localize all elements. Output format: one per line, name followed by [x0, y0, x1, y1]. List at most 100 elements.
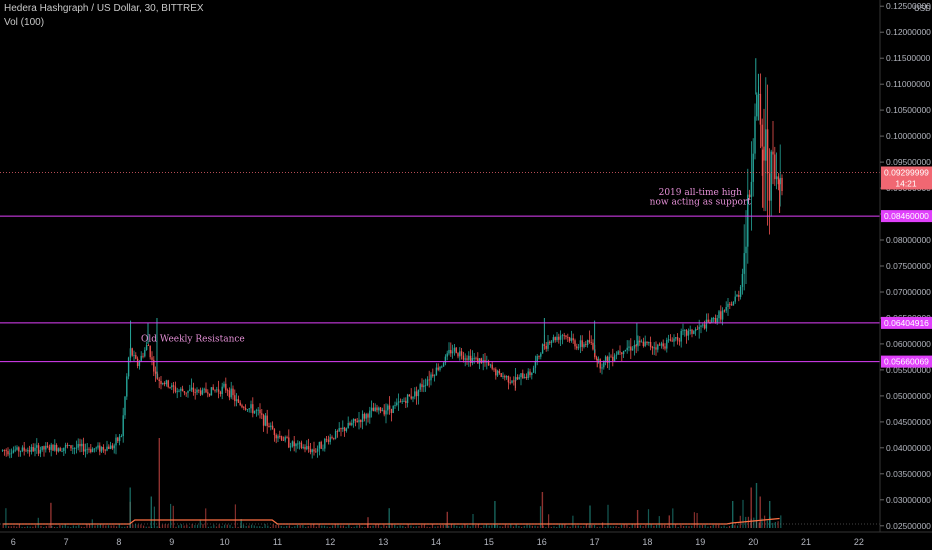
- volume-bar: [253, 525, 255, 528]
- volume-bar: [305, 526, 307, 528]
- price-axis[interactable]: 0.12500000 0.12000000 0.11500000 0.11000000…: [879, 0, 931, 532]
- volume-bar: [369, 526, 371, 528]
- candle-body: [545, 346, 547, 349]
- volume-bar: [404, 526, 407, 528]
- volume-bar: [375, 524, 377, 528]
- candle-body: [48, 447, 51, 450]
- candle-body: [518, 377, 520, 380]
- bar-countdown-label: 14:21: [895, 179, 917, 189]
- volume-bar: [64, 524, 66, 528]
- candle-body: [396, 402, 398, 405]
- candle-body: [28, 450, 31, 452]
- candle-body: [73, 448, 76, 449]
- candle-body: [752, 153, 754, 182]
- candle-body: [419, 384, 421, 390]
- candle-body: [275, 435, 277, 439]
- volume-bar: [510, 524, 512, 528]
- horizontal-levels[interactable]: [0, 172, 880, 525]
- x-tick-label: 13: [378, 537, 388, 547]
- volume-bar: [48, 525, 50, 528]
- volume-bar: [302, 525, 304, 528]
- candle-body: [712, 318, 715, 319]
- candle-body: [408, 394, 411, 397]
- candle-body: [739, 286, 742, 297]
- volume-bar: [383, 524, 385, 528]
- volume-bar: [645, 524, 647, 528]
- time-axis[interactable]: 6 7 8 9 10 11 12 13 14 15 16 17 18 19 20 21 22: [0, 531, 932, 547]
- candle-body: [414, 391, 416, 397]
- volume-bar: [758, 522, 760, 528]
- volume-bar: [750, 487, 752, 528]
- candle-body: [392, 405, 394, 413]
- volume-bar: [521, 526, 523, 528]
- candle-body: [703, 324, 706, 329]
- candle-body: [531, 372, 533, 375]
- volume-bar: [759, 496, 761, 528]
- volume-bar: [86, 524, 88, 528]
- candle-body: [108, 446, 110, 449]
- candle-body: [513, 380, 515, 382]
- volume-bar: [710, 526, 712, 528]
- candle-body: [639, 340, 641, 343]
- candle-body: [205, 388, 207, 393]
- volume-bar: [707, 526, 709, 528]
- candle-body: [329, 437, 331, 442]
- candle-body: [221, 386, 223, 394]
- candle-body: [667, 339, 670, 341]
- candle-body: [761, 124, 763, 147]
- volume-bar: [83, 526, 85, 528]
- candle-body: [608, 356, 610, 363]
- candle-body: [241, 405, 243, 408]
- candle-body: [153, 359, 155, 372]
- candle-body: [54, 445, 56, 451]
- volume-bar: [248, 525, 250, 528]
- volume-bar: [712, 524, 714, 528]
- candle-body: [379, 407, 382, 412]
- candle-body: [594, 349, 596, 358]
- candle-body: [633, 345, 636, 349]
- candle-body: [405, 400, 407, 403]
- candle-body: [250, 404, 252, 409]
- volume-bar: [26, 526, 29, 528]
- candle-body: [541, 344, 544, 354]
- volume-bar: [753, 517, 755, 528]
- volume-bar: [720, 526, 722, 528]
- candle-body: [572, 338, 574, 341]
- x-tick-label: 14: [431, 537, 441, 547]
- volume-bar: [656, 524, 658, 528]
- y-tick-label: 0.04000000: [886, 443, 931, 453]
- candle-body: [268, 425, 270, 427]
- volume-bar: [224, 524, 226, 528]
- candle-body: [399, 401, 402, 403]
- candle-body: [189, 389, 191, 391]
- volume-bar: [353, 526, 355, 528]
- candle-body: [32, 447, 34, 452]
- volume-bar: [453, 524, 455, 528]
- volume-bar: [35, 525, 37, 528]
- y-tick-label: 0.07500000: [886, 261, 931, 271]
- volume-bar: [747, 516, 749, 528]
- volume-bar: [691, 525, 693, 528]
- volume-bar: [732, 501, 734, 528]
- level-price-tag: [881, 210, 932, 223]
- volume-bar: [602, 522, 604, 528]
- candle-body: [433, 375, 436, 377]
- volume-bar: [394, 524, 396, 528]
- volume-bar: [350, 527, 353, 528]
- volume-bar: [8, 526, 10, 528]
- volume-bar: [70, 527, 72, 528]
- candle-body: [387, 405, 389, 411]
- volume-bar: [272, 524, 274, 528]
- volume-bar: [178, 525, 180, 528]
- candle-body: [714, 318, 717, 323]
- candle-body: [565, 335, 567, 337]
- volume-bar: [626, 524, 628, 528]
- candle-body: [266, 415, 268, 426]
- volume-bar: [164, 524, 166, 528]
- candle-body: [9, 453, 11, 455]
- candle-body: [662, 343, 664, 347]
- volume-bar: [80, 526, 83, 528]
- candle-body: [509, 382, 511, 384]
- candle-body: [196, 389, 198, 393]
